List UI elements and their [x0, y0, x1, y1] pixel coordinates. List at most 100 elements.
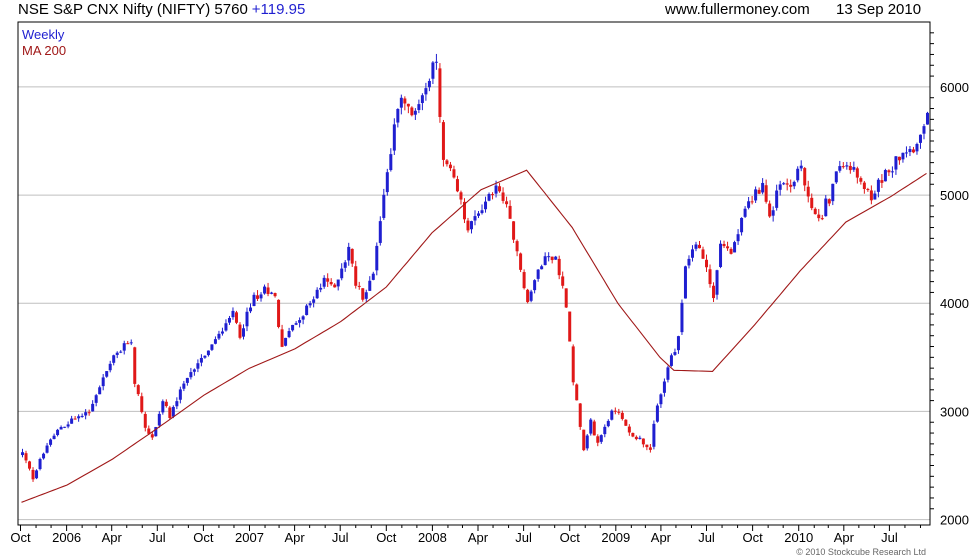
- candle: [178, 386, 182, 404]
- candle: [491, 192, 495, 200]
- candle: [38, 457, 42, 471]
- candle: [49, 438, 53, 447]
- candle: [603, 424, 607, 438]
- candle: [529, 289, 533, 303]
- candle: [21, 448, 25, 458]
- candle: [659, 393, 663, 408]
- candle: [347, 242, 351, 266]
- candle: [192, 368, 196, 376]
- candle: [806, 180, 810, 203]
- candle: [915, 142, 919, 155]
- candle: [613, 407, 617, 415]
- candle: [455, 175, 459, 193]
- candle: [789, 179, 793, 193]
- candle: [140, 392, 144, 414]
- copyright-note: © 2010 Stockcube Research Ltd: [796, 547, 926, 557]
- candle: [883, 168, 887, 182]
- candle: [343, 260, 347, 272]
- candle: [634, 435, 638, 441]
- candle: [77, 414, 81, 422]
- candle: [284, 337, 288, 347]
- candle: [336, 279, 340, 291]
- candle: [326, 273, 330, 287]
- candle: [536, 269, 540, 282]
- candle: [469, 220, 473, 234]
- candle: [848, 162, 852, 174]
- x-tick-label: Oct: [193, 530, 214, 545]
- x-tick-label: Jul: [698, 530, 715, 545]
- candle: [585, 433, 589, 451]
- candle: [98, 385, 102, 395]
- candle: [617, 408, 621, 415]
- candle: [719, 240, 723, 269]
- candle: [631, 432, 635, 438]
- candle: [164, 399, 168, 408]
- x-tick-label: Apr: [834, 530, 855, 545]
- candle: [220, 327, 224, 336]
- candles: [21, 53, 929, 482]
- chart-title: NSE S&P CNX Nifty (NIFTY) 5760 +119.95: [18, 1, 306, 18]
- price-change: +119.95: [251, 1, 306, 18]
- candle: [515, 239, 519, 257]
- candle: [736, 229, 740, 245]
- candle: [287, 327, 291, 339]
- candle: [852, 161, 856, 172]
- candle: [908, 145, 912, 157]
- candle: [904, 146, 908, 158]
- x-tick-label: Apr: [284, 530, 305, 545]
- candle: [897, 156, 901, 165]
- candle: [108, 360, 112, 373]
- candle: [217, 330, 221, 341]
- candle: [501, 187, 505, 204]
- candle: [554, 255, 558, 260]
- candle: [147, 425, 151, 435]
- candle: [382, 188, 386, 220]
- candle: [564, 288, 568, 308]
- candle: [673, 348, 677, 356]
- candle: [24, 450, 28, 464]
- candle: [480, 204, 484, 215]
- candle: [263, 284, 267, 295]
- candle: [690, 245, 694, 262]
- candle: [452, 165, 456, 179]
- candle: [445, 159, 449, 167]
- candle: [827, 198, 831, 207]
- candle: [817, 208, 821, 222]
- candle: [522, 269, 526, 290]
- candle: [245, 307, 249, 332]
- candle: [389, 148, 393, 172]
- candle: [543, 252, 547, 266]
- candle: [775, 184, 779, 211]
- candle: [561, 271, 565, 289]
- candle: [56, 428, 60, 437]
- y-tick-label: 6000: [940, 80, 969, 95]
- legend-ma200: MA 200: [22, 43, 66, 58]
- candle: [431, 61, 435, 85]
- candle: [119, 350, 123, 354]
- candle: [834, 171, 838, 184]
- candle: [596, 434, 600, 447]
- candle: [31, 467, 35, 482]
- candle: [329, 278, 333, 286]
- x-tick-label: Apr: [468, 530, 489, 545]
- candle: [669, 353, 673, 367]
- candle: [841, 162, 845, 169]
- candle: [876, 178, 880, 198]
- candle: [189, 367, 193, 380]
- candle: [477, 211, 481, 219]
- candle: [911, 146, 915, 154]
- candle: [473, 210, 477, 226]
- candle: [256, 290, 260, 301]
- candle: [701, 246, 705, 259]
- candle: [655, 403, 659, 423]
- candle: [771, 206, 775, 222]
- candle: [550, 256, 554, 264]
- candle: [354, 260, 358, 289]
- candle: [757, 187, 761, 195]
- x-tick-label: Jul: [149, 530, 166, 545]
- x-tick-label: 2009: [601, 530, 630, 545]
- candle: [168, 405, 172, 420]
- candle: [540, 264, 544, 270]
- candle: [687, 255, 691, 269]
- candle: [45, 442, 49, 454]
